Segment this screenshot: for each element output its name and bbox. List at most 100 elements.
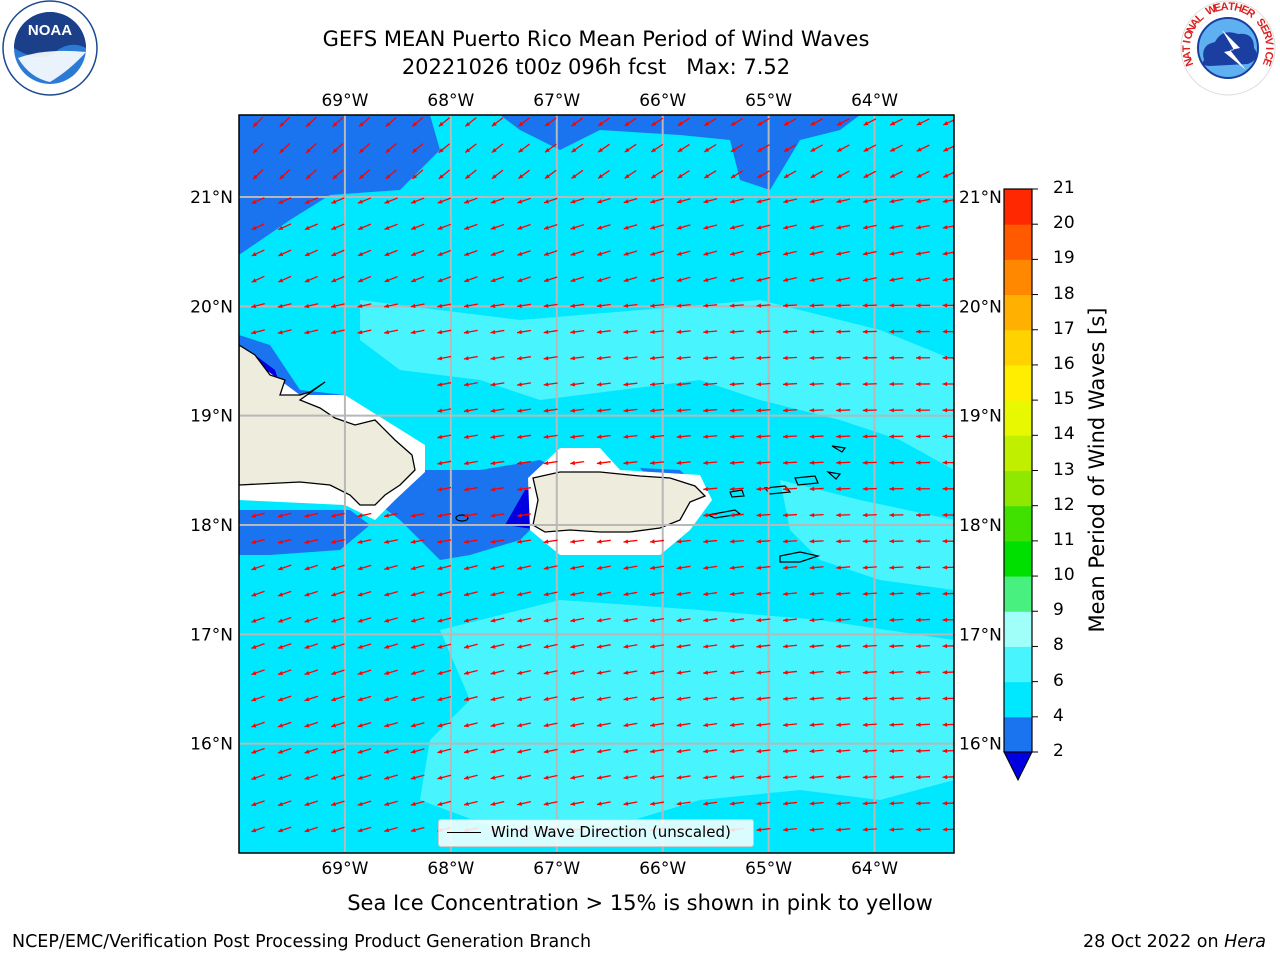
colorbar-swatch bbox=[1004, 540, 1032, 577]
svg-text:E: E bbox=[1260, 57, 1274, 68]
wave-direction-arrow bbox=[836, 408, 851, 413]
wave-direction-arrow bbox=[490, 486, 505, 492]
wave-direction-arrow bbox=[384, 643, 398, 649]
wave-direction-arrow bbox=[942, 591, 954, 596]
wave-direction-arrow bbox=[809, 250, 824, 256]
wave-direction-arrow bbox=[357, 721, 372, 728]
wave-direction-arrow bbox=[464, 143, 477, 154]
wave-direction-arrow bbox=[782, 617, 798, 623]
wave-direction-arrow bbox=[889, 355, 904, 361]
wave-direction-arrow bbox=[862, 827, 877, 832]
wave-direction-arrow bbox=[809, 277, 824, 282]
wave-direction-arrow bbox=[783, 276, 797, 282]
wave-direction-arrow bbox=[915, 460, 931, 465]
wave-direction-arrow bbox=[304, 275, 318, 283]
wave-direction-arrow bbox=[915, 617, 931, 623]
wave-direction-arrow bbox=[516, 382, 532, 387]
wave-direction-arrow bbox=[304, 774, 319, 780]
wave-direction-arrow bbox=[277, 512, 292, 518]
wave-direction-arrow bbox=[889, 670, 904, 675]
wave-direction-arrow bbox=[729, 775, 744, 780]
wave-direction-arrow bbox=[596, 670, 611, 675]
wave-direction-arrow bbox=[729, 276, 744, 282]
wave-direction-arrow bbox=[252, 169, 264, 180]
wave-direction-arrow bbox=[304, 590, 319, 597]
wave-direction-arrow bbox=[915, 827, 931, 832]
lat-label-right: 21°N bbox=[959, 188, 1002, 208]
colorbar-tick-label: 19 bbox=[1053, 248, 1075, 269]
wave-direction-arrow bbox=[809, 434, 824, 439]
wave-direction-arrow bbox=[330, 774, 345, 780]
wave-direction-arrow bbox=[543, 643, 558, 649]
svg-text:T: T bbox=[1228, 1, 1236, 14]
wave-direction-arrow bbox=[676, 775, 691, 780]
wave-direction-arrow bbox=[330, 826, 345, 833]
wave-direction-arrow bbox=[862, 460, 877, 465]
wave-direction-arrow bbox=[437, 249, 451, 257]
wave-direction-arrow bbox=[809, 748, 824, 754]
wave-direction-arrow bbox=[862, 539, 877, 544]
colorbar-tick-label: 16 bbox=[1053, 353, 1075, 374]
wave-direction-arrow bbox=[782, 775, 798, 780]
wave-direction-arrow bbox=[730, 117, 744, 127]
svg-text:E: E bbox=[1213, 1, 1223, 14]
wave-direction-arrow bbox=[357, 249, 372, 257]
lat-label-left: 21°N bbox=[190, 188, 233, 208]
colorbar-swatch bbox=[1004, 294, 1032, 331]
lat-label-left: 19°N bbox=[190, 407, 233, 427]
wave-direction-arrow bbox=[544, 143, 557, 153]
wave-direction-arrow bbox=[596, 250, 611, 256]
wave-direction-arrow bbox=[810, 170, 824, 179]
wave-direction-arrow bbox=[516, 513, 532, 518]
wave-direction-arrow bbox=[543, 303, 558, 308]
wave-direction-arrow bbox=[676, 460, 691, 466]
wave-direction-arrow bbox=[543, 591, 558, 597]
wave-direction-arrow bbox=[332, 169, 344, 180]
colorbar-tick-label: 21 bbox=[1053, 178, 1075, 198]
wave-direction-arrow bbox=[304, 695, 319, 702]
wave-direction-arrow bbox=[410, 774, 425, 780]
lon-label-bottom: 65°W bbox=[745, 859, 792, 879]
wave-direction-arrow bbox=[756, 329, 771, 334]
wave-direction-arrow bbox=[649, 460, 665, 466]
wave-direction-arrow bbox=[411, 143, 424, 154]
period-6-8-region bbox=[360, 300, 954, 470]
wave-direction-arrow bbox=[729, 644, 744, 649]
wave-direction-arrow bbox=[251, 223, 265, 231]
wave-direction-arrow bbox=[863, 118, 877, 126]
wave-direction-arrow bbox=[438, 169, 451, 180]
wave-direction-arrow bbox=[410, 617, 425, 623]
wave-direction-arrow bbox=[384, 329, 398, 335]
wave-direction-arrow bbox=[543, 460, 558, 466]
wave-direction-arrow bbox=[570, 722, 585, 728]
wave-direction-arrow bbox=[942, 565, 954, 570]
wave-direction-arrow bbox=[729, 250, 744, 256]
wave-direction-arrow bbox=[543, 250, 558, 256]
wave-direction-arrow bbox=[915, 722, 931, 727]
wave-direction-arrow bbox=[516, 434, 532, 439]
wave-direction-arrow bbox=[756, 198, 771, 204]
wave-direction-arrow bbox=[862, 486, 877, 492]
wave-direction-arrow bbox=[863, 144, 877, 152]
wave-direction-arrow bbox=[304, 826, 319, 833]
wave-direction-arrow bbox=[703, 749, 718, 754]
wave-direction-arrow bbox=[543, 197, 558, 204]
wave-direction-arrow bbox=[942, 827, 954, 832]
colorbar-swatch bbox=[1004, 576, 1032, 612]
wave-direction-arrow bbox=[517, 565, 531, 571]
wave-direction-arrow bbox=[304, 616, 319, 623]
wave-direction-arrow bbox=[676, 434, 691, 439]
wave-direction-arrow bbox=[623, 276, 638, 283]
wave-direction-arrow bbox=[782, 591, 798, 597]
lat-label-left: 20°N bbox=[190, 297, 233, 317]
wave-direction-arrow bbox=[942, 381, 954, 387]
wave-direction-arrow bbox=[624, 143, 637, 153]
wave-direction-arrow bbox=[570, 408, 585, 413]
wave-direction-arrow bbox=[279, 142, 291, 154]
wave-direction-arrow bbox=[650, 250, 664, 256]
wave-direction-arrow bbox=[703, 303, 718, 308]
wave-direction-arrow bbox=[782, 644, 798, 649]
wave-direction-arrow bbox=[490, 460, 505, 466]
wave-direction-arrow bbox=[809, 696, 824, 701]
wave-direction-arrow bbox=[357, 748, 372, 754]
